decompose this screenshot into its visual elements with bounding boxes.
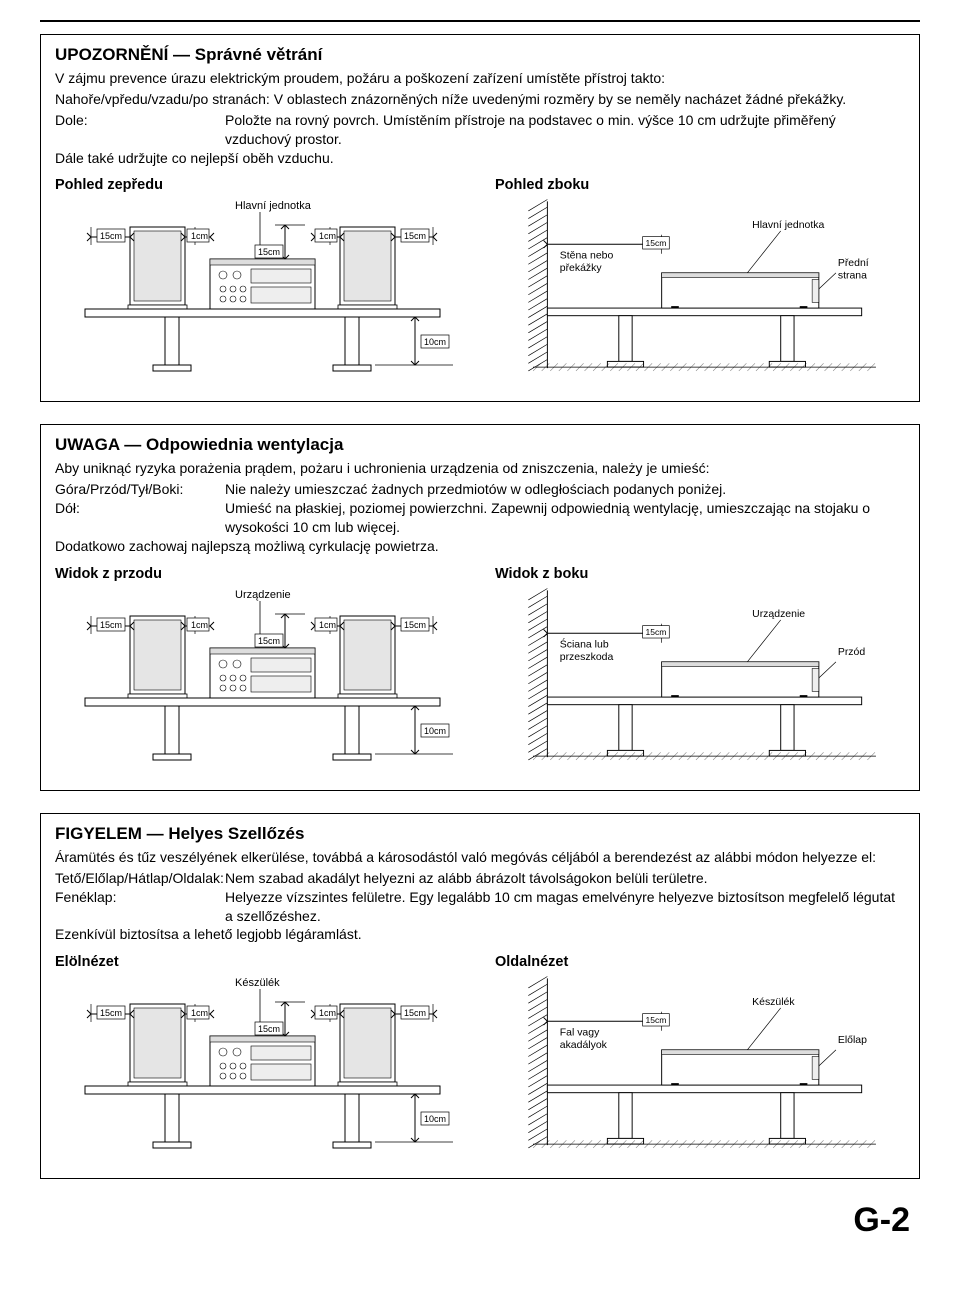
side-view-title: Widok z boku xyxy=(495,566,905,582)
svg-text:15cm: 15cm xyxy=(645,1016,666,1026)
definition-value: Nie należy umieszczać żadnych przedmiotó… xyxy=(225,480,905,499)
definition-row: Góra/Przód/Tył/Boki: Nie należy umieszcz… xyxy=(55,480,905,499)
svg-text:15cm: 15cm xyxy=(404,620,426,630)
section-intro: Áramütés és tűz veszélyének elkerülése, … xyxy=(55,848,905,867)
definition-label: Dole: xyxy=(55,111,225,149)
svg-text:15cm: 15cm xyxy=(100,1008,122,1018)
side-view-title: Oldalnézet xyxy=(495,954,905,970)
definition-label: Góra/Przód/Tył/Boki: xyxy=(55,480,225,499)
side-diagram: Ściana lub przeszkoda Urządzenie Przód 1… xyxy=(495,586,895,771)
section-title: FIGYELEM — Helyes Szellőzés xyxy=(55,824,905,844)
svg-text:1cm: 1cm xyxy=(319,620,336,630)
side-diagram: Stěna nebo překážky Hlavní jednotka Před… xyxy=(495,197,895,382)
svg-text:1cm: 1cm xyxy=(319,1008,336,1018)
svg-text:překážky: překážky xyxy=(560,263,603,274)
front-view-title: Widok z przodu xyxy=(55,566,475,582)
svg-text:1cm: 1cm xyxy=(191,620,208,630)
front-diagram: Hlavní jednotka 15cm xyxy=(55,197,475,382)
main-unit-label: Urządzenie xyxy=(235,589,291,601)
side-diagram: Fal vagy akadályok Készülék Előlap 15cm xyxy=(495,974,895,1159)
svg-text:15cm: 15cm xyxy=(404,231,426,241)
svg-text:Előlap: Előlap xyxy=(838,1036,867,1047)
definition-label: Tető/Előlap/Hátlap/Oldalak: xyxy=(55,869,225,888)
section-intro: V zájmu prevence úrazu elektrickým proud… xyxy=(55,69,905,88)
svg-text:Stěna nebo: Stěna nebo xyxy=(560,251,614,262)
svg-text:10cm: 10cm xyxy=(424,1114,446,1124)
top-rule xyxy=(40,20,920,22)
section-outro: Dále také udržujte co nejlepší oběh vzdu… xyxy=(55,149,905,168)
svg-text:15cm: 15cm xyxy=(100,620,122,630)
warning-section: FIGYELEM — Helyes Szellőzés Áramütés és … xyxy=(40,813,920,1179)
definition-row: Tető/Előlap/Hátlap/Oldalak: Nem szabad a… xyxy=(55,869,905,888)
svg-text:Hlavní jednotka: Hlavní jednotka xyxy=(752,221,824,232)
definition-row: Nahoře/vpředu/vzadu/po stranách: V oblas… xyxy=(55,90,905,109)
front-view-title: Elölnézet xyxy=(55,954,475,970)
svg-text:15cm: 15cm xyxy=(258,247,280,257)
definition-row: Fenéklap: Helyezze vízszintes felületre.… xyxy=(55,888,905,926)
svg-text:15cm: 15cm xyxy=(645,239,666,249)
definition-row: Dół: Umieść na płaskiej, poziomej powier… xyxy=(55,499,905,537)
svg-text:akadályok: akadályok xyxy=(560,1040,608,1051)
section-outro: Ezenkívül biztosítsa a lehető legjobb lé… xyxy=(55,925,905,944)
svg-text:15cm: 15cm xyxy=(645,627,666,637)
svg-text:1cm: 1cm xyxy=(191,231,208,241)
front-diagram: Urządzenie 15cm xyxy=(55,586,475,771)
definition-row: Dole: Položte na rovný povrch. Umístěním… xyxy=(55,111,905,149)
svg-text:przeszkoda: przeszkoda xyxy=(560,652,614,663)
definition-label: Dół: xyxy=(55,499,225,537)
svg-text:15cm: 15cm xyxy=(258,1024,280,1034)
svg-text:Přední: Přední xyxy=(838,259,869,270)
svg-text:15cm: 15cm xyxy=(404,1008,426,1018)
front-view-title: Pohled zepředu xyxy=(55,177,475,193)
warning-section: UWAGA — Odpowiednia wentylacja Aby unikn… xyxy=(40,424,920,790)
section-title: UPOZORNĚNÍ — Správné větrání xyxy=(55,45,905,65)
svg-text:1cm: 1cm xyxy=(191,1008,208,1018)
svg-text:10cm: 10cm xyxy=(424,726,446,736)
warning-section: UPOZORNĚNÍ — Správné větrání V zájmu pre… xyxy=(40,34,920,402)
svg-text:Fal vagy: Fal vagy xyxy=(560,1028,600,1039)
side-view-title: Pohled zboku xyxy=(495,177,905,193)
definition-value: Umieść na płaskiej, poziomej powierzchni… xyxy=(225,499,905,537)
page-number: G-2 xyxy=(40,1201,920,1240)
definition-value: Nem szabad akadályt helyezni az alább áb… xyxy=(225,869,905,888)
svg-text:15cm: 15cm xyxy=(100,231,122,241)
section-outro: Dodatkowo zachowaj najlepszą możliwą cyr… xyxy=(55,537,905,556)
section-intro: Aby uniknąć ryzyka porażenia prądem, poż… xyxy=(55,459,905,478)
main-unit-label: Készülék xyxy=(235,977,280,989)
definition-label: Fenéklap: xyxy=(55,888,225,926)
front-diagram: Készülék 15cm 1 xyxy=(55,974,475,1159)
definition-value: Položte na rovný povrch. Umístěním příst… xyxy=(225,111,905,149)
svg-text:1cm: 1cm xyxy=(319,231,336,241)
main-unit-label: Hlavní jednotka xyxy=(235,200,312,212)
svg-text:Urządzenie: Urządzenie xyxy=(752,609,805,620)
svg-text:Ściana lub: Ściana lub xyxy=(560,637,609,650)
svg-text:Przód: Przód xyxy=(838,647,866,658)
svg-text:strana: strana xyxy=(838,271,867,282)
definition-value: Helyezze vízszintes felületre. Egy legal… xyxy=(225,888,905,926)
svg-text:Készülék: Készülék xyxy=(752,997,795,1008)
svg-text:10cm: 10cm xyxy=(424,337,446,347)
section-title: UWAGA — Odpowiednia wentylacja xyxy=(55,435,905,455)
svg-text:15cm: 15cm xyxy=(258,636,280,646)
